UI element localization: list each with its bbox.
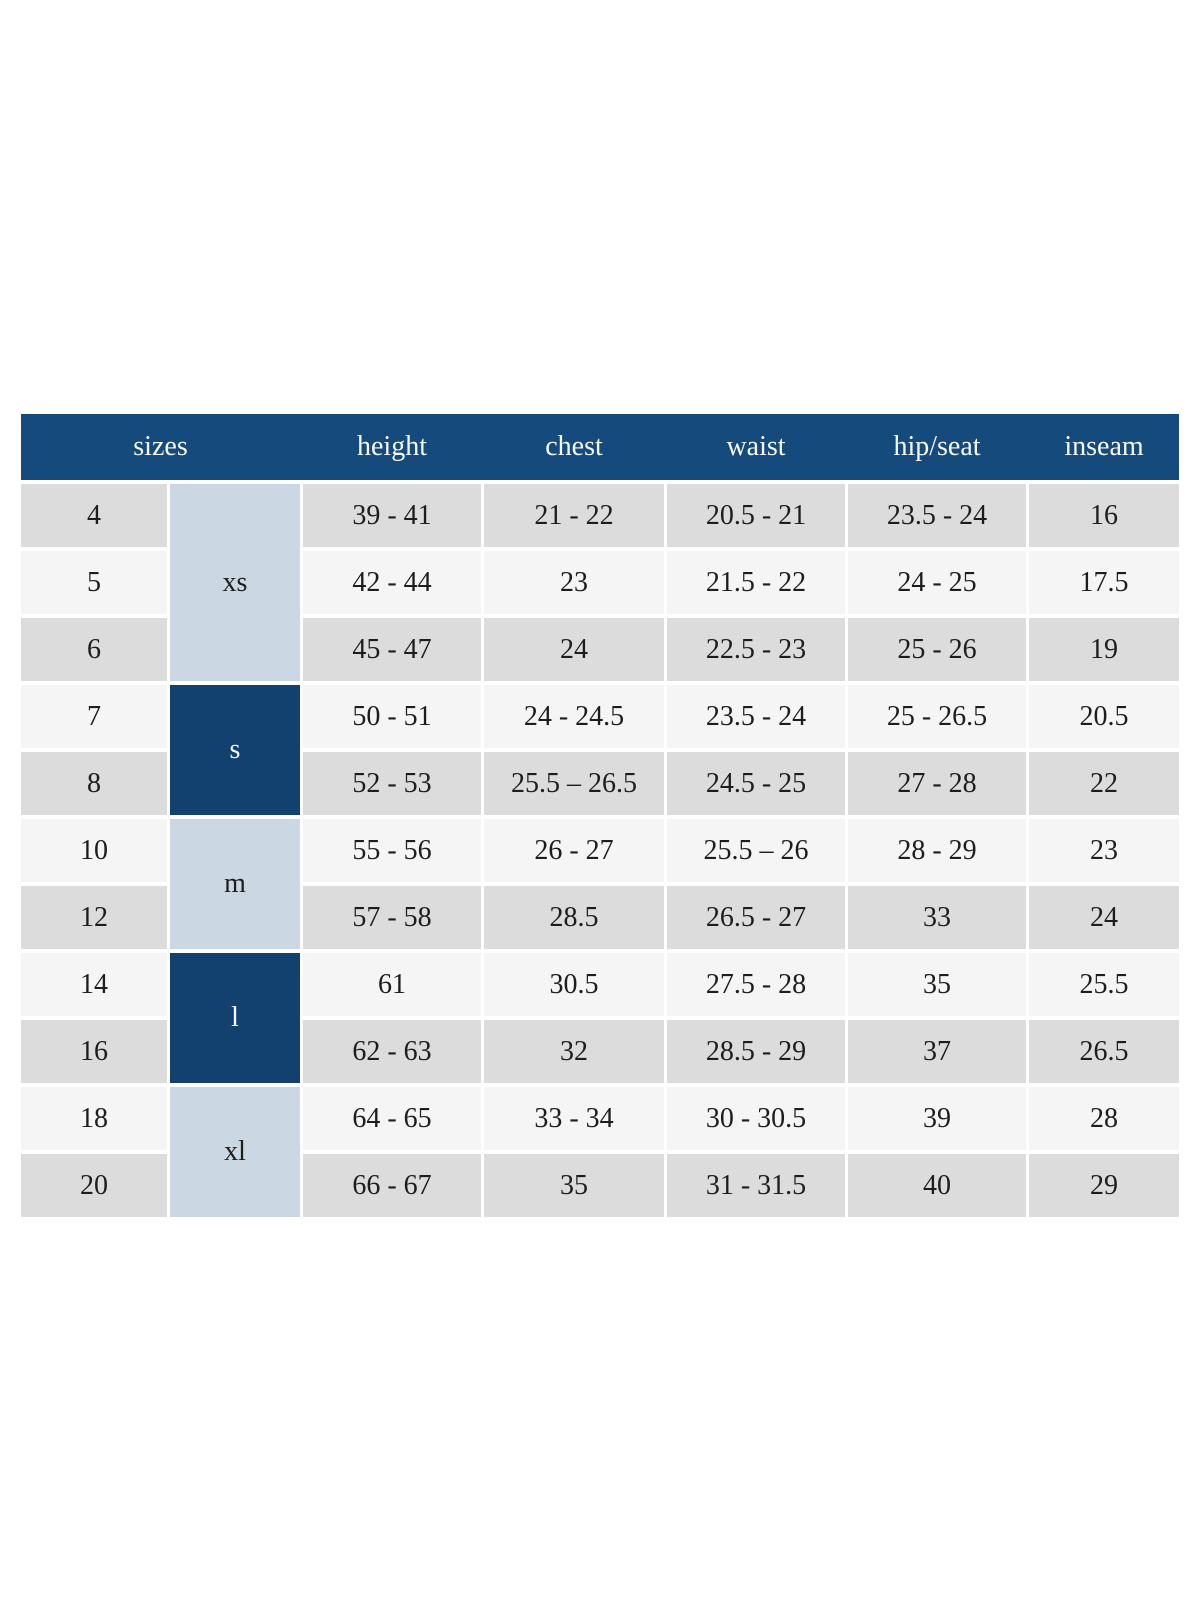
height-cell: 42 - 44 (303, 551, 481, 614)
size-cell: 12 (21, 886, 167, 949)
chest-cell: 33 - 34 (484, 1087, 664, 1150)
chest-cell: 24 - 24.5 (484, 685, 664, 748)
hip-seat-cell: 28 - 29 (848, 819, 1026, 882)
chest-cell: 24 (484, 618, 664, 681)
chest-cell: 28.5 (484, 886, 664, 949)
size-cell: 10 (21, 819, 167, 882)
waist-cell: 25.5 – 26 (667, 819, 845, 882)
inseam-cell: 25.5 (1029, 953, 1179, 1016)
height-cell: 55 - 56 (303, 819, 481, 882)
hip-seat-cell: 24 - 25 (848, 551, 1026, 614)
hip-seat-cell: 25 - 26.5 (848, 685, 1026, 748)
table-header-row: sizes height chest waist hip/seat inseam (21, 414, 1179, 480)
hip-seat-cell: 23.5 - 24 (848, 484, 1026, 547)
inseam-cell: 26.5 (1029, 1020, 1179, 1083)
hip-seat-cell: 39 (848, 1087, 1026, 1150)
hip-seat-cell: 40 (848, 1154, 1026, 1217)
size-cell: 16 (21, 1020, 167, 1083)
chest-cell: 35 (484, 1154, 664, 1217)
size-cell: 7 (21, 685, 167, 748)
group-cell-m: m (170, 819, 300, 949)
size-chart-table: sizes height chest waist hip/seat inseam… (21, 414, 1179, 1217)
size-cell: 4 (21, 484, 167, 547)
height-cell: 66 - 67 (303, 1154, 481, 1217)
inseam-cell: 19 (1029, 618, 1179, 681)
chest-cell: 32 (484, 1020, 664, 1083)
chest-cell: 25.5 – 26.5 (484, 752, 664, 815)
column-header-sizes: sizes (133, 431, 188, 462)
height-cell: 45 - 47 (303, 618, 481, 681)
inseam-cell: 17.5 (1029, 551, 1179, 614)
group-cell-l: l (170, 953, 300, 1083)
waist-cell: 22.5 - 23 (667, 618, 845, 681)
height-cell: 50 - 51 (303, 685, 481, 748)
height-cell: 64 - 65 (303, 1087, 481, 1150)
inseam-cell: 23 (1029, 819, 1179, 882)
hip-seat-cell: 25 - 26 (848, 618, 1026, 681)
column-header-waist: waist (726, 431, 786, 462)
inseam-cell: 22 (1029, 752, 1179, 815)
column-header-hip-seat: hip/seat (893, 431, 981, 462)
inseam-cell: 16 (1029, 484, 1179, 547)
size-cell: 8 (21, 752, 167, 815)
waist-cell: 26.5 - 27 (667, 886, 845, 949)
column-header-inseam: inseam (1064, 431, 1144, 462)
hip-seat-cell: 35 (848, 953, 1026, 1016)
inseam-cell: 28 (1029, 1087, 1179, 1150)
size-cell: 20 (21, 1154, 167, 1217)
waist-cell: 28.5 - 29 (667, 1020, 845, 1083)
chest-cell: 23 (484, 551, 664, 614)
size-cell: 5 (21, 551, 167, 614)
waist-cell: 27.5 - 28 (667, 953, 845, 1016)
waist-cell: 24.5 - 25 (667, 752, 845, 815)
inseam-cell: 24 (1029, 886, 1179, 949)
height-cell: 52 - 53 (303, 752, 481, 815)
height-cell: 39 - 41 (303, 484, 481, 547)
column-header-height: height (357, 431, 427, 462)
waist-cell: 20.5 - 21 (667, 484, 845, 547)
size-cell: 6 (21, 618, 167, 681)
size-cell: 14 (21, 953, 167, 1016)
chest-cell: 30.5 (484, 953, 664, 1016)
chest-cell: 21 - 22 (484, 484, 664, 547)
height-cell: 57 - 58 (303, 886, 481, 949)
column-header-chest: chest (545, 431, 603, 462)
hip-seat-cell: 33 (848, 886, 1026, 949)
height-cell: 62 - 63 (303, 1020, 481, 1083)
group-cell-xl: xl (170, 1087, 300, 1217)
group-cell-s: s (170, 685, 300, 815)
size-cell: 18 (21, 1087, 167, 1150)
waist-cell: 31 - 31.5 (667, 1154, 845, 1217)
inseam-cell: 20.5 (1029, 685, 1179, 748)
waist-cell: 30 - 30.5 (667, 1087, 845, 1150)
group-cell-xs: xs (170, 484, 300, 681)
hip-seat-cell: 37 (848, 1020, 1026, 1083)
chest-cell: 26 - 27 (484, 819, 664, 882)
height-cell: 61 (303, 953, 481, 1016)
waist-cell: 21.5 - 22 (667, 551, 845, 614)
hip-seat-cell: 27 - 28 (848, 752, 1026, 815)
inseam-cell: 29 (1029, 1154, 1179, 1217)
waist-cell: 23.5 - 24 (667, 685, 845, 748)
